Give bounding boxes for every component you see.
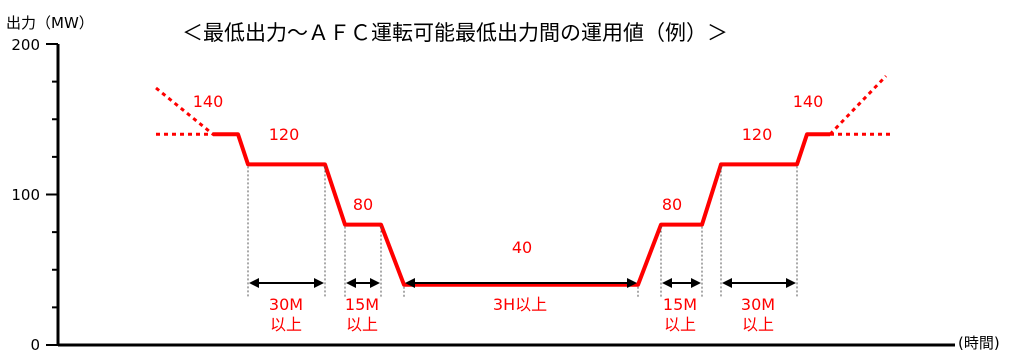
- x-axis-label: (時間): [958, 334, 1000, 352]
- duration-label-5b: 以上: [742, 315, 774, 334]
- duration-arrow-head-right-0: [314, 278, 324, 288]
- y-tick-label-100: 100: [11, 186, 40, 204]
- y-axis-label: 出力（MW）: [6, 14, 94, 32]
- duration-label-2b: 以上: [346, 315, 378, 334]
- series-line: [213, 132, 830, 287]
- extension-right-rising: [828, 74, 888, 136]
- y-tick-label-200: 200: [11, 36, 40, 54]
- value-label-80-right: 80: [662, 195, 682, 214]
- duration-arrow-head-right-3: [691, 278, 701, 288]
- value-label-120-left: 120: [269, 125, 300, 144]
- value-label-40: 40: [512, 238, 532, 257]
- y-tick-label-0: 0: [30, 336, 40, 352]
- duration-label-2a: 15M: [345, 295, 379, 314]
- duration-arrow-head-left-0: [249, 278, 259, 288]
- value-label-80-left: 80: [353, 195, 373, 214]
- duration-label-5a: 30M: [741, 295, 775, 314]
- chart-title: ＜最低出力～ＡＦＣ運転可能最低出力間の運用値（例）＞: [182, 21, 728, 45]
- duration-arrow-head-left-1: [346, 278, 356, 288]
- duration-label-3a: 3H以上: [493, 295, 547, 314]
- duration-arrow-head-left-4: [722, 278, 732, 288]
- chart-marks: [46, 43, 892, 346]
- duration-label-1a: 30M: [269, 295, 303, 314]
- duration-label-4b: 以上: [664, 315, 696, 334]
- duration-label-4a: 15M: [663, 295, 697, 314]
- duration-arrow-head-left-2: [405, 278, 415, 288]
- duration-arrow-head-right-1: [370, 278, 380, 288]
- duration-arrow-head-right-2: [627, 278, 637, 288]
- duration-arrow-head-left-3: [662, 278, 672, 288]
- value-label-120-right: 120: [742, 125, 773, 144]
- value-label-140-right: 140: [793, 92, 824, 111]
- duration-arrow-head-right-4: [786, 278, 796, 288]
- duration-label-1b: 以上: [270, 315, 302, 334]
- value-label-140-left: 140: [193, 92, 224, 111]
